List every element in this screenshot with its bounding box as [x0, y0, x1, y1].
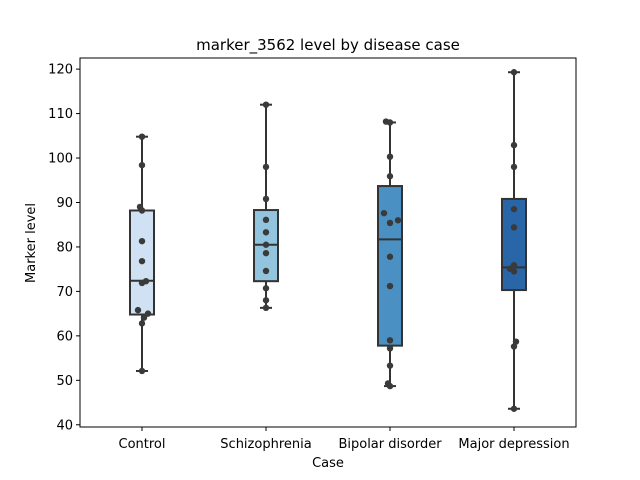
box-bipolar-disorder — [377, 185, 403, 347]
data-point — [510, 405, 518, 412]
x-tick-label: Major depression — [458, 437, 569, 452]
data-point — [512, 338, 520, 345]
data-point — [386, 253, 394, 260]
data-point — [138, 257, 146, 265]
data-point — [380, 209, 388, 217]
y-tick-label: 100 — [48, 152, 73, 167]
data-point — [138, 320, 146, 327]
data-point — [386, 345, 394, 352]
y-tick-label: 120 — [48, 63, 73, 78]
y-axis-label: Marker level — [24, 203, 39, 283]
data-point — [510, 163, 518, 171]
data-point — [386, 153, 394, 160]
data-point — [138, 237, 146, 245]
data-point — [386, 337, 394, 344]
data-point — [510, 224, 518, 231]
data-point — [510, 69, 518, 76]
data-point — [262, 216, 270, 224]
data-point — [140, 314, 148, 321]
data-point — [510, 205, 518, 213]
data-point — [262, 101, 270, 108]
data-point — [262, 163, 270, 171]
y-tick-label: 40 — [56, 418, 73, 433]
x-tick-label: Bipolar disorder — [338, 437, 442, 452]
data-point — [262, 241, 270, 248]
y-tick-label: 80 — [56, 240, 73, 255]
data-point — [262, 304, 270, 312]
data-point — [394, 217, 402, 224]
data-point — [262, 285, 270, 292]
data-point — [510, 261, 518, 269]
box-control — [129, 209, 155, 316]
y-tick-label: 110 — [48, 107, 73, 122]
y-tick-label: 70 — [56, 285, 73, 300]
x-axis-label: Case — [312, 456, 344, 471]
data-point — [386, 362, 394, 369]
y-tick-label: 50 — [56, 374, 73, 389]
chart-title: marker_3562 level by disease case — [196, 36, 460, 55]
data-point — [262, 297, 270, 304]
y-tick-label: 60 — [56, 329, 73, 344]
data-point — [384, 380, 392, 387]
data-point — [138, 161, 146, 169]
data-point — [136, 203, 144, 211]
x-tick-label: Control — [119, 437, 166, 452]
data-point — [262, 195, 270, 203]
data-point — [134, 306, 142, 314]
data-point — [386, 282, 394, 290]
data-point — [382, 118, 390, 125]
data-point — [386, 173, 394, 180]
y-tick-label: 90 — [56, 196, 73, 211]
data-point — [142, 277, 150, 285]
data-point — [386, 219, 394, 227]
box-major-depression — [501, 197, 527, 292]
data-point — [510, 141, 518, 149]
data-point — [138, 367, 146, 375]
data-point — [262, 267, 270, 275]
data-point — [262, 229, 270, 236]
x-tick-label: Schizophrenia — [220, 437, 311, 452]
data-point — [138, 133, 146, 140]
data-point — [510, 343, 518, 350]
data-point — [262, 249, 270, 257]
plot-area: 40 50 60 70 80 90 100 110 120 Control Schizophreni… — [48, 57, 577, 452]
data-point — [144, 310, 152, 317]
plot-frame — [79, 57, 577, 428]
